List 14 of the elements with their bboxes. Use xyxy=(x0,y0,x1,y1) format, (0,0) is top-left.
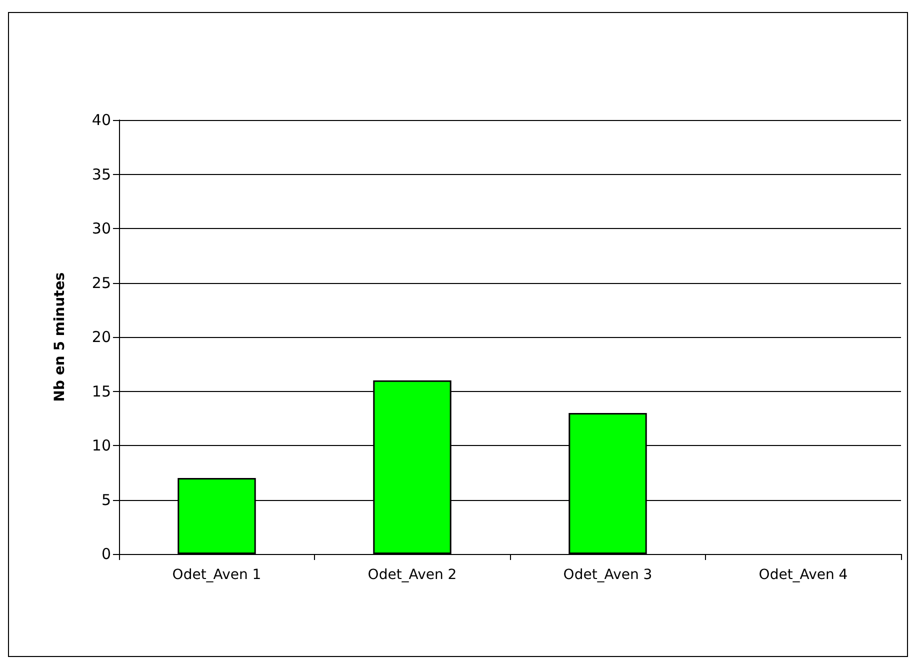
y-tick-label: 40 xyxy=(92,111,111,129)
x-tick-label: Odet_Aven 4 xyxy=(758,567,848,583)
y-tick-label: 25 xyxy=(92,274,111,292)
y-tick-label: 10 xyxy=(92,436,111,454)
y-tick-label: 5 xyxy=(101,490,111,509)
x-tick-label: Odet_Aven 3 xyxy=(563,567,652,583)
y-tick-label: 15 xyxy=(92,382,111,400)
y-tick-label: 0 xyxy=(101,545,111,563)
y-tick-label: 20 xyxy=(92,328,111,346)
y-axis-title: Nb en 5 minutes xyxy=(52,272,68,402)
x-tick-label: Odet_Aven 1 xyxy=(172,567,262,583)
y-tick-label: 30 xyxy=(92,220,111,238)
x-tick-label: Odet_Aven 2 xyxy=(368,567,457,583)
y-tick-label: 35 xyxy=(92,165,111,184)
